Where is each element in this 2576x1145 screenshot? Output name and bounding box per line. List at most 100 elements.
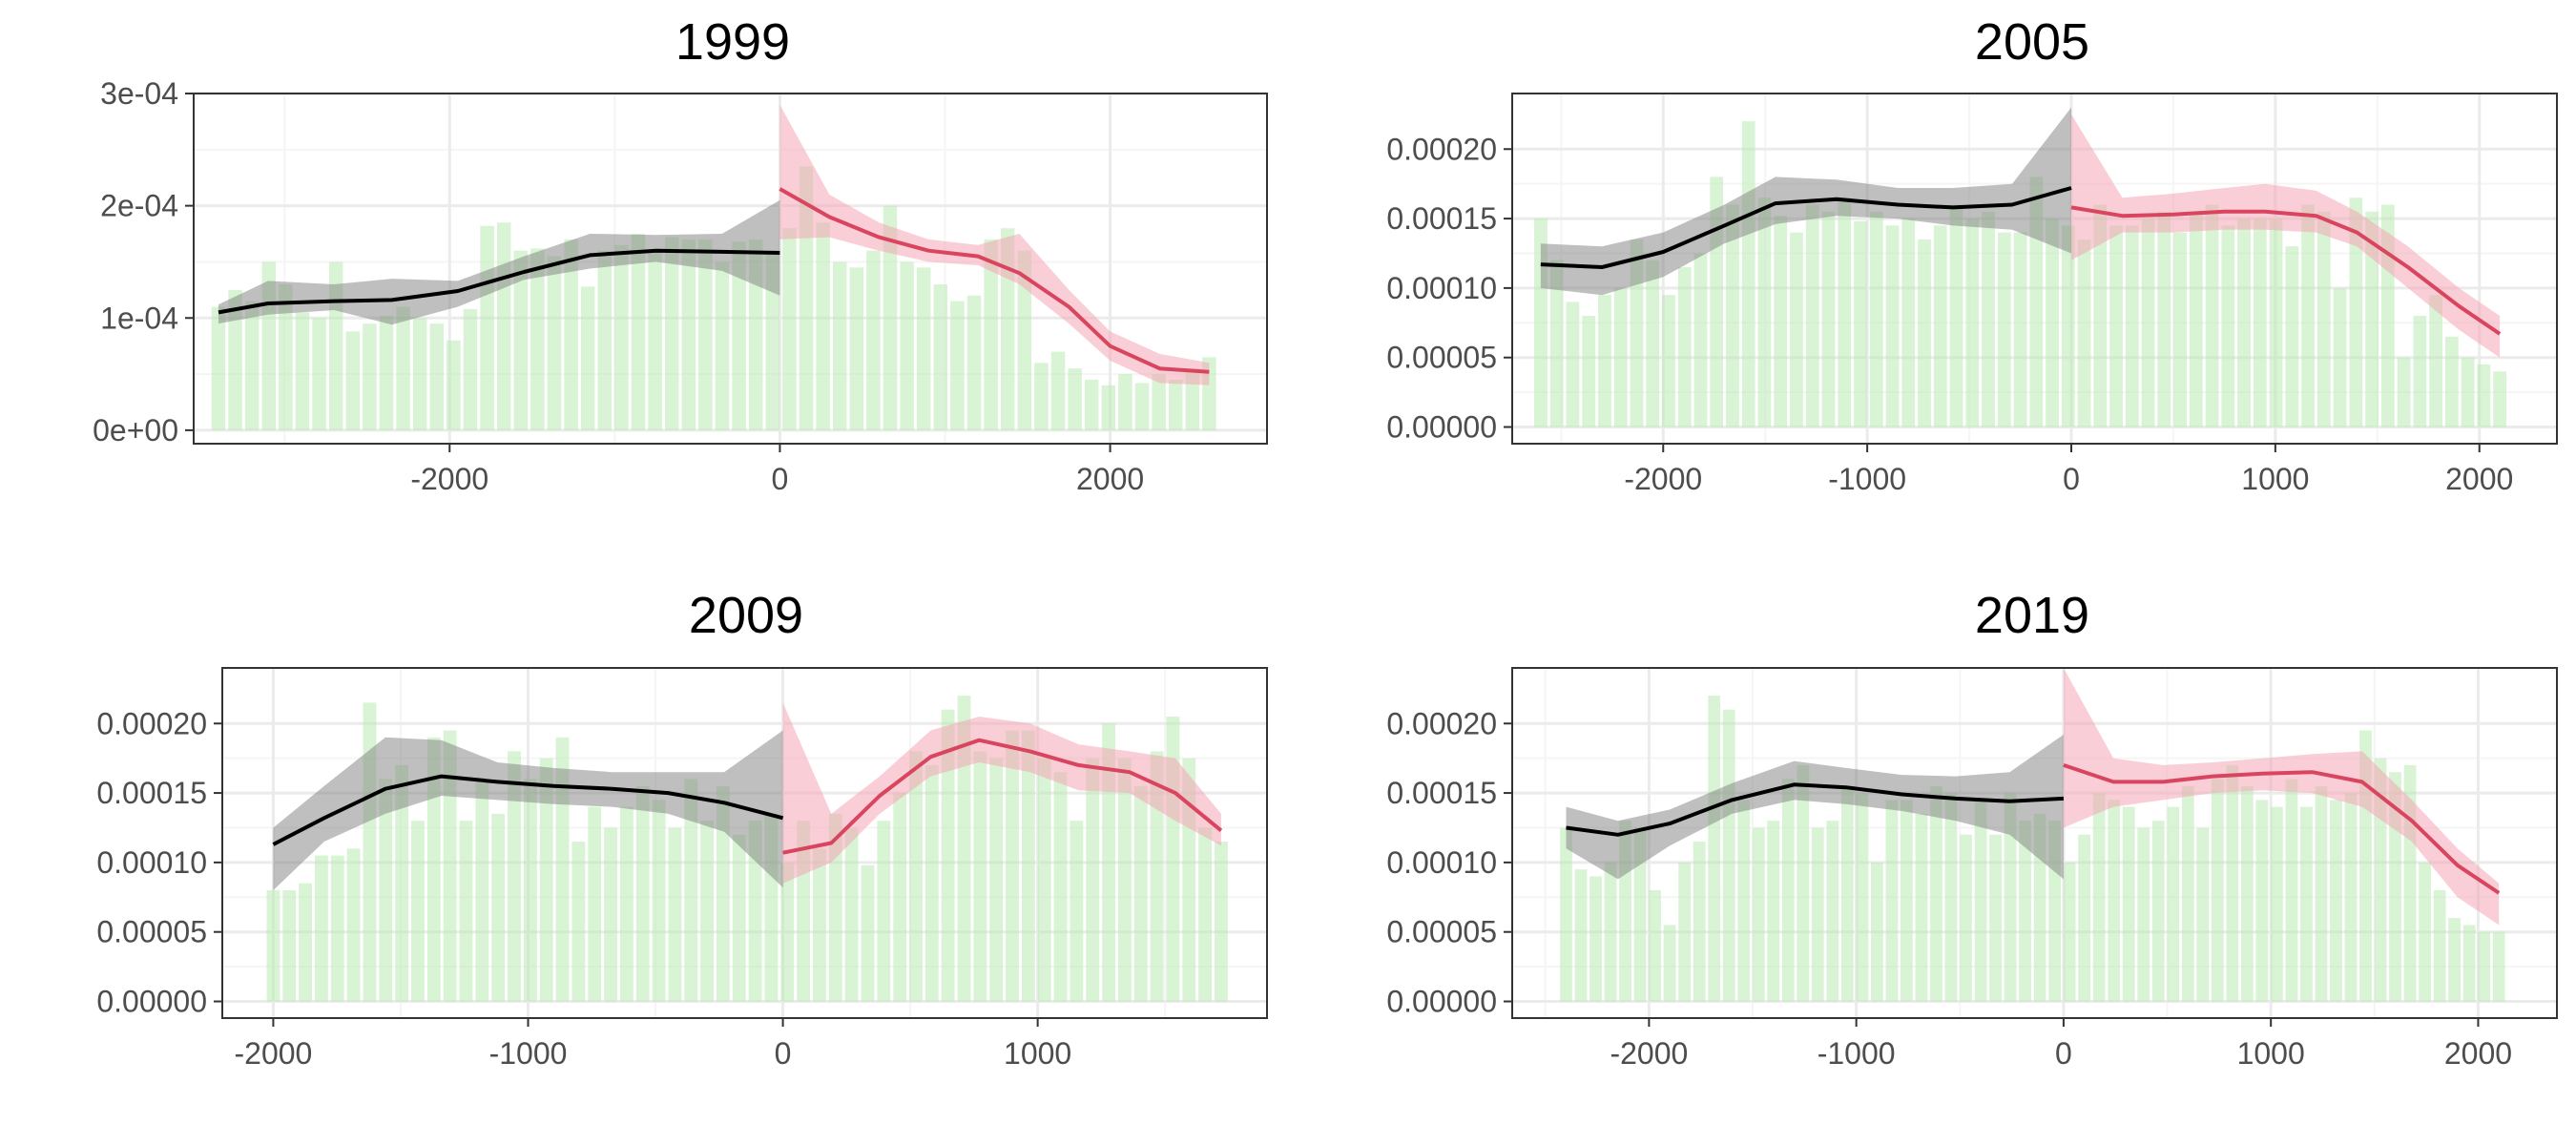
histogram-bar bbox=[909, 751, 923, 1002]
histogram-bar bbox=[1840, 785, 1854, 1002]
histogram-bar bbox=[2285, 246, 2299, 427]
histogram-bar bbox=[411, 821, 425, 1002]
histogram-bar bbox=[1982, 211, 1995, 427]
histogram-bar bbox=[1901, 219, 1916, 427]
histogram-bar bbox=[379, 315, 394, 430]
histogram-bar bbox=[447, 340, 461, 430]
histogram-bar bbox=[2478, 931, 2491, 1002]
x-tick-label: -2000 bbox=[1610, 1036, 1688, 1071]
histogram-bar bbox=[228, 289, 242, 430]
panel-2005: 2005 -2000 -1000 0 1000 2000 0.00000 0.00005 0.… bbox=[1386, 13, 2558, 496]
y-tick-label: 0.00015 bbox=[1386, 201, 1497, 236]
histogram-bar bbox=[1134, 383, 1150, 430]
histogram-bar bbox=[866, 250, 881, 430]
panel-border bbox=[1511, 93, 2558, 445]
histogram-bar bbox=[700, 821, 714, 1002]
histogram-bar bbox=[282, 890, 297, 1002]
histogram-bar bbox=[1774, 216, 1788, 427]
histogram-bar bbox=[893, 793, 907, 1002]
histogram-bar bbox=[813, 848, 826, 1002]
histogram-bar bbox=[2365, 211, 2379, 427]
histogram-bar bbox=[717, 785, 730, 1002]
histogram-bar bbox=[973, 751, 987, 1002]
histogram-bar bbox=[1566, 302, 1580, 427]
histogram-bar bbox=[1933, 225, 1947, 427]
histogram-bar bbox=[2226, 764, 2239, 1002]
panel-1999: 1999 -2000 0 2000 0e+00 1e-04 2e-04 3e-04 bbox=[93, 13, 1268, 496]
y-tick-label: 0.00015 bbox=[96, 776, 207, 810]
histogram-bar bbox=[2211, 779, 2224, 1002]
histogram-bar bbox=[1930, 785, 1942, 1002]
panel-border bbox=[221, 667, 1268, 1019]
histogram-bar bbox=[2269, 219, 2283, 427]
histogram-bar bbox=[1854, 220, 1867, 427]
histogram-bar bbox=[1633, 827, 1647, 1002]
histogram-bar bbox=[1915, 813, 1928, 1002]
histogram-bar bbox=[765, 250, 780, 430]
histogram-bar bbox=[597, 250, 613, 430]
histogram-bar bbox=[1693, 842, 1706, 1002]
histogram-bar bbox=[1598, 295, 1611, 427]
histogram-bar bbox=[681, 239, 696, 430]
pre-fit-line bbox=[1540, 186, 2072, 269]
histogram-bar bbox=[1152, 374, 1166, 430]
histogram-bar bbox=[2462, 925, 2476, 1002]
histogram-bar bbox=[1752, 827, 1765, 1002]
histogram-bar bbox=[443, 730, 457, 1002]
histogram-bar bbox=[1997, 232, 2011, 427]
histogram-bar bbox=[1582, 316, 1596, 427]
post-confidence-band bbox=[779, 104, 1210, 385]
y-tick-label: 0.00005 bbox=[1386, 341, 1497, 375]
histogram-bar bbox=[1560, 827, 1572, 1002]
histogram-bar bbox=[664, 237, 679, 430]
histogram-bar bbox=[635, 785, 650, 1002]
histogram-bar bbox=[2344, 793, 2358, 1002]
x-tick-label: 2000 bbox=[2444, 1036, 2512, 1071]
post-fit-line bbox=[2063, 763, 2501, 895]
histogram-bar bbox=[363, 323, 377, 430]
histogram-bar bbox=[1821, 211, 1836, 427]
histogram-bar bbox=[1150, 751, 1164, 1002]
histogram-bar bbox=[877, 821, 891, 1002]
panel-title: 1999 bbox=[675, 13, 790, 71]
panel-title: 2009 bbox=[689, 587, 803, 644]
histogram-bar bbox=[1133, 785, 1148, 1002]
histogram-bar bbox=[1630, 239, 1644, 427]
histogram-bar bbox=[883, 205, 898, 430]
histogram-bar bbox=[2397, 357, 2411, 427]
histogram-bar bbox=[2477, 364, 2491, 427]
histogram-bar bbox=[588, 806, 602, 1002]
histogram-bar bbox=[1885, 225, 1900, 427]
x-tick-label: -1000 bbox=[1818, 1036, 1896, 1071]
histogram-bar bbox=[1574, 869, 1588, 1002]
histogram-bar bbox=[684, 779, 698, 1002]
histogram-bar bbox=[631, 234, 646, 430]
histogram-bar bbox=[2046, 219, 2059, 427]
histogram-bar bbox=[395, 764, 409, 1002]
histogram-bar bbox=[984, 239, 998, 430]
histogram-bar bbox=[2315, 785, 2328, 1002]
y-tick-label: 0.00020 bbox=[1386, 132, 1497, 166]
histogram-bar bbox=[2271, 806, 2283, 1002]
histogram-bar bbox=[2108, 800, 2121, 1002]
histogram-bar bbox=[412, 318, 427, 430]
histogram-bar bbox=[2189, 211, 2203, 427]
histogram-bar bbox=[2419, 862, 2431, 1002]
histogram-bar bbox=[2167, 806, 2180, 1002]
histogram-bar bbox=[396, 306, 410, 430]
histogram-bar bbox=[2285, 779, 2298, 1002]
histogram-bar bbox=[1169, 379, 1183, 430]
histogram-bar bbox=[2333, 287, 2347, 427]
histogram-bar bbox=[1017, 250, 1032, 430]
x-tick-label: 2000 bbox=[2445, 462, 2513, 496]
histogram-bar bbox=[1726, 204, 1739, 427]
histogram-bar bbox=[2429, 295, 2442, 427]
panel-2009: 2009 -2000 -1000 0 1000 0.00000 0.00005 0.0001… bbox=[96, 587, 1268, 1071]
histogram-bar bbox=[330, 855, 344, 1002]
histogram-bar bbox=[463, 308, 478, 430]
histogram-bar bbox=[2433, 890, 2446, 1002]
pre-fit-line bbox=[1566, 782, 2065, 837]
x-tick-label: 0 bbox=[2063, 462, 2080, 496]
histogram-bar bbox=[1737, 800, 1751, 1002]
